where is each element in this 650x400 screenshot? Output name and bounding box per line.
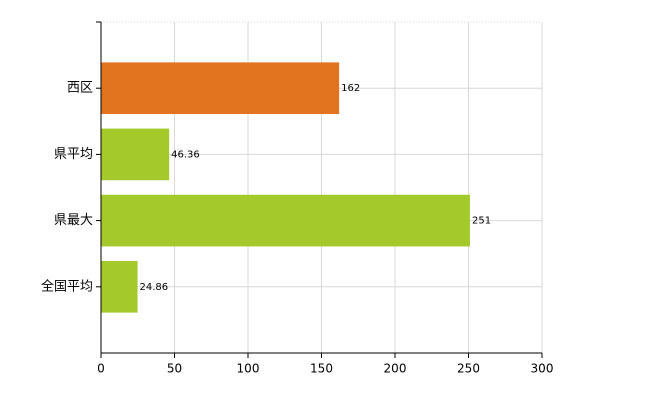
x-tick-label: 150	[310, 362, 333, 376]
x-tick-label: 300	[531, 362, 554, 376]
bar	[101, 194, 470, 247]
y-tick-label: 全国平均	[41, 278, 93, 294]
value-label: 162	[341, 83, 360, 94]
x-tick-label: 100	[237, 362, 260, 376]
y-tick-label: 県最大	[54, 213, 93, 228]
bar	[101, 260, 138, 313]
x-tick-label: 50	[167, 362, 182, 376]
bar	[101, 62, 340, 115]
x-tick-label: 0	[97, 362, 105, 376]
bar	[101, 128, 170, 181]
value-label: 46.36	[171, 149, 200, 160]
x-tick-label: 250	[457, 362, 480, 376]
y-tick-label: 県平均	[54, 147, 93, 162]
value-label: 251	[472, 216, 491, 227]
x-tick-label: 200	[384, 362, 407, 376]
y-tick-label: 西区	[67, 81, 93, 96]
value-label: 24.86	[140, 282, 169, 293]
